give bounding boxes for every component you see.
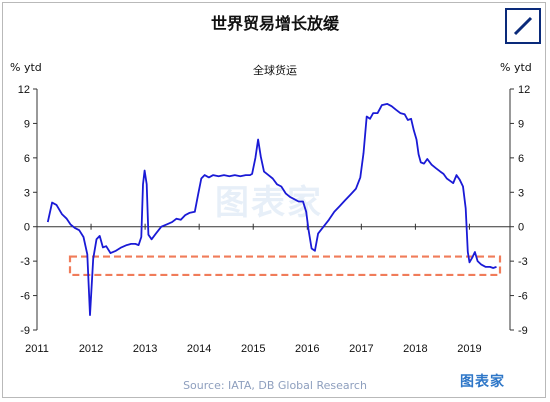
chart-subtitle: 全球货运 [253, 64, 297, 77]
y-tick-label-right: -6 [518, 291, 528, 303]
x-tick-label: 2016 [295, 343, 319, 355]
x-tick-label: 2017 [349, 343, 373, 355]
deutsche-bank-logo-icon [505, 8, 541, 44]
series-line [46, 103, 497, 316]
y-tick-label-left: -9 [20, 325, 30, 337]
x-tick-label: 2013 [133, 343, 157, 355]
brand-logo: 图表家 [460, 374, 505, 390]
y-tick-label-left: 0 [24, 222, 30, 234]
y-tick-label-left: 6 [24, 153, 30, 165]
y-tick-label-left: 9 [24, 118, 30, 130]
y-axis-label-left: % ytd [10, 61, 42, 74]
y-tick-label-left: 3 [24, 187, 30, 199]
y-tick-label-right: 3 [518, 187, 524, 199]
highlight-box [68, 255, 502, 277]
x-tick-label: 2015 [241, 343, 265, 355]
chart-frame [2, 2, 546, 398]
x-tick-label: 2019 [457, 343, 481, 355]
y-tick-label-right: -9 [518, 325, 528, 337]
x-tick-label: 2011 [25, 343, 49, 355]
x-tick-label: 2018 [403, 343, 427, 355]
x-tick-label: 2014 [187, 343, 211, 355]
y-tick-label-right: 9 [518, 118, 524, 130]
y-tick-label-right: 12 [518, 84, 530, 96]
source-note: Source: IATA, DB Global Research [183, 379, 367, 392]
x-tick-label: 2012 [79, 343, 103, 355]
page-title: 世界贸易增长放缓 [210, 14, 339, 33]
y-tick-label-left: 12 [18, 84, 30, 96]
y-tick-label-left: -6 [20, 291, 30, 303]
y-tick-label-right: 0 [518, 222, 524, 234]
y-tick-label-right: -3 [518, 256, 528, 268]
y-tick-label-left: -3 [20, 256, 30, 268]
y-tick-label-right: 6 [518, 153, 524, 165]
y-axis-label-right: % ytd [500, 61, 532, 74]
